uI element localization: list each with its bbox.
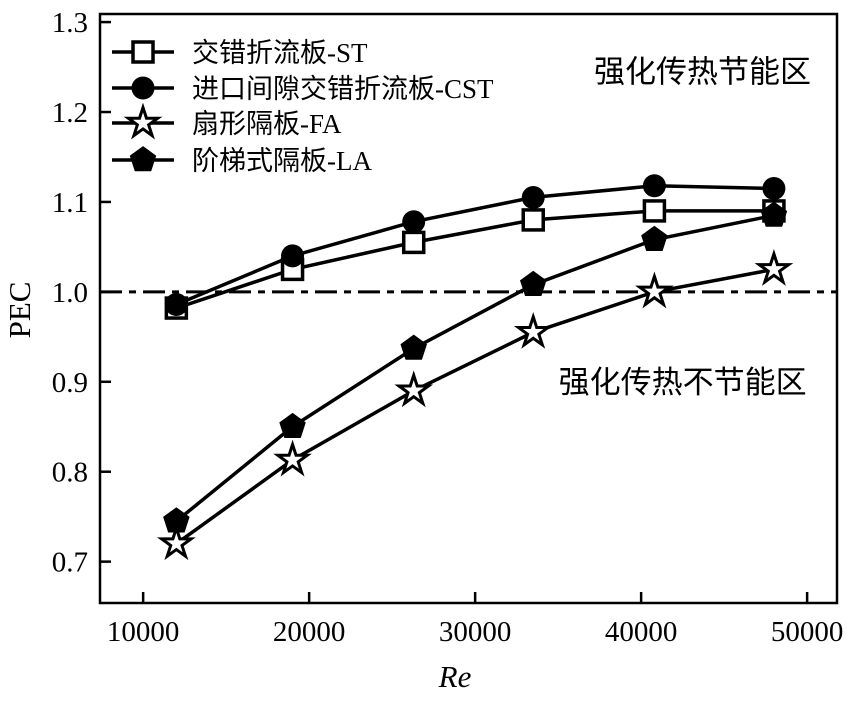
series-2-marker-open-star [635, 271, 674, 309]
series-1-marker-filled-circle [521, 185, 545, 209]
y-tick-label: 0.9 [52, 367, 88, 399]
plot-border [98, 12, 839, 605]
series-1-marker-filled-circle [402, 210, 426, 234]
y-axis-title: PEC [2, 282, 37, 339]
series-1-marker-filled-circle [762, 176, 786, 200]
series-3-marker-filled-pentagon [163, 507, 190, 533]
series-3-marker-filled-pentagon [279, 412, 306, 439]
x-tick-label: 20000 [273, 616, 346, 648]
y-tick-label: 1.3 [52, 7, 88, 39]
series-0-marker-open-square [642, 199, 667, 223]
series-line-3 [175, 213, 775, 523]
series-2-marker-open-star [394, 370, 434, 408]
series-2-marker-open-star [513, 311, 553, 349]
legend-label-0: 交错折流板-ST [192, 38, 368, 68]
series-3-marker-filled-pentagon [519, 270, 547, 296]
y-tick-label: 0.7 [52, 547, 88, 579]
legend-marker-filled-pentagon [129, 146, 157, 172]
series-2-marker-open-star [754, 249, 794, 286]
series-line-1 [175, 184, 774, 307]
legend-label-2: 扇形隔板-FA [192, 109, 342, 139]
series-line-2 [175, 267, 775, 546]
legend-marker-open-star [123, 102, 163, 140]
series-2-marker-open-star [273, 439, 312, 477]
series-line-0 [175, 209, 774, 310]
legend-label-1: 进口间隙交错折流板-CST [192, 74, 494, 104]
series-0-marker-open-square [521, 208, 545, 232]
series-3-marker-filled-pentagon [400, 334, 427, 360]
y-tick-label: 1.0 [52, 277, 88, 309]
x-tick-label: 50000 [771, 616, 844, 648]
series-1-marker-filled-circle [164, 292, 188, 316]
series-3-marker-filled-pentagon [641, 225, 668, 251]
legend-label-3: 阶梯式隔板-LA [192, 146, 372, 176]
x-tick-label: 10000 [107, 616, 180, 648]
y-tick-label: 1.1 [52, 187, 88, 219]
series-2-marker-open-star [156, 523, 196, 561]
x-tick-label: 30000 [439, 616, 512, 648]
legend-marker-open-square [131, 40, 155, 64]
annotation-0: 强化传热节能区 [594, 55, 811, 90]
series-1-marker-filled-circle [642, 174, 666, 198]
series-0-marker-open-square [401, 230, 426, 255]
annotation-1: 强化传热不节能区 [559, 365, 807, 400]
series-3-marker-filled-pentagon [760, 201, 788, 227]
y-tick-label: 0.8 [52, 457, 88, 489]
x-axis-title: Re [438, 659, 472, 694]
x-tick-label: 40000 [605, 616, 678, 648]
series-1-marker-filled-circle [281, 244, 305, 268]
y-tick-label: 1.2 [52, 97, 88, 129]
legend-marker-filled-circle [131, 76, 155, 100]
